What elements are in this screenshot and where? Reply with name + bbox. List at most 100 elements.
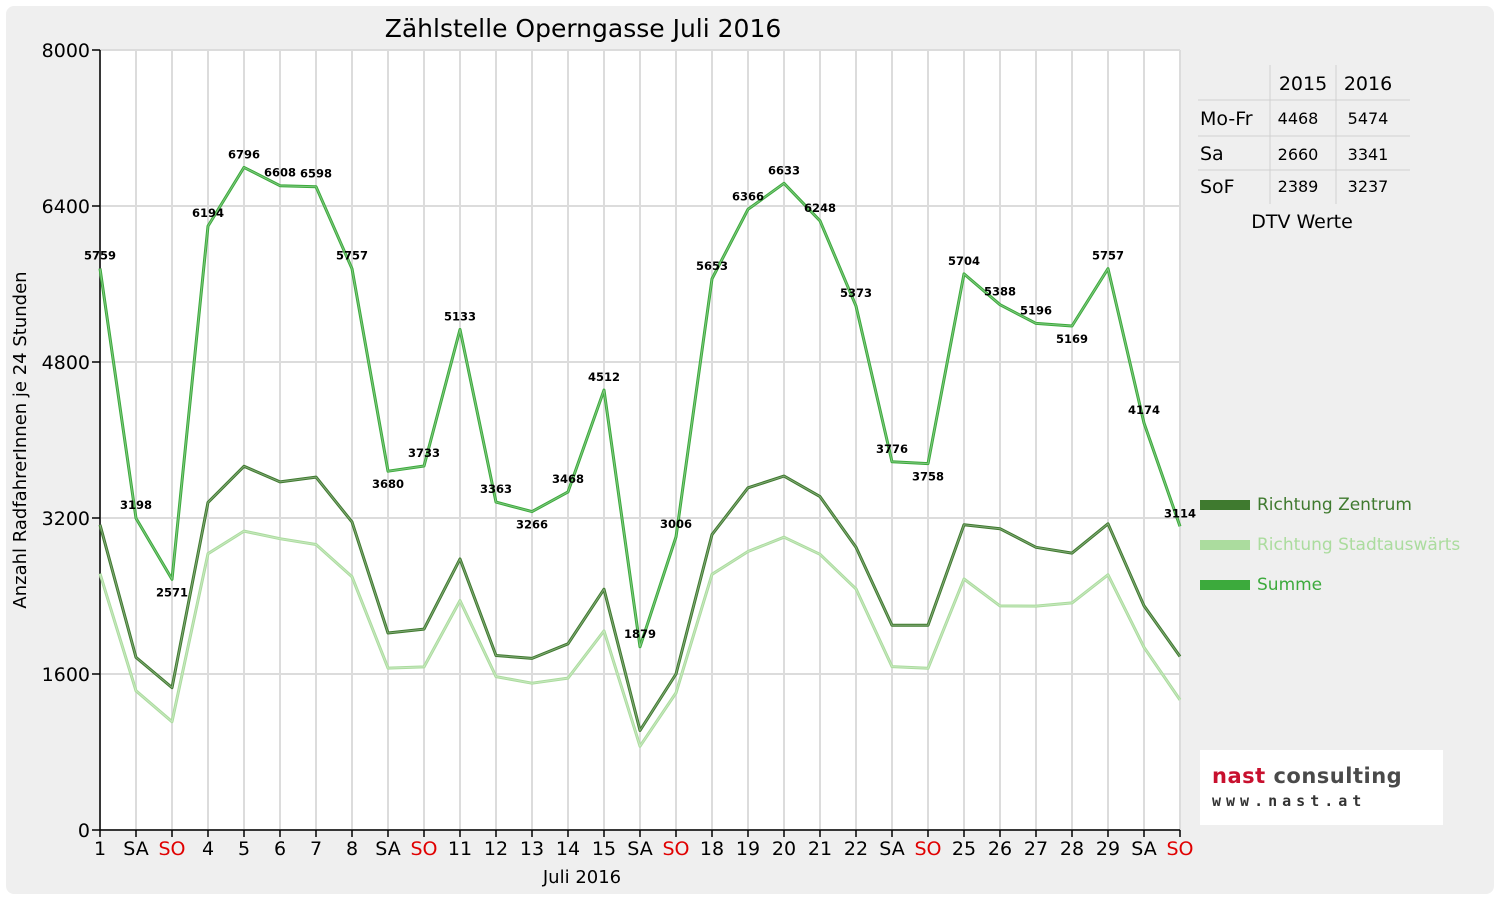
data-label: 6598 xyxy=(300,167,332,181)
axes-layer: 0 1600 3200 4800 6400 8000 1 SA SO 4 5 6 7 8 SA SO 11 12 1… xyxy=(42,40,1194,860)
x-tick-label: 13 xyxy=(520,838,544,860)
x-tick-label: 15 xyxy=(592,838,616,860)
data-label: 6248 xyxy=(804,201,836,215)
nast-consulting-logo: nast consulting www.nast.at xyxy=(1200,750,1443,825)
y-tick-label: 6400 xyxy=(42,196,90,218)
dtv-cell: 5474 xyxy=(1348,109,1389,128)
data-label: 4174 xyxy=(1128,403,1160,417)
x-tick-label: 21 xyxy=(808,838,832,860)
legend-label-zentrum: Richtung Zentrum xyxy=(1257,495,1412,515)
y-tick-label: 8000 xyxy=(42,40,90,62)
data-label: 5759 xyxy=(84,248,116,262)
data-label: 3266 xyxy=(516,518,548,532)
y-tick-label: 1600 xyxy=(42,664,90,686)
x-tick-label: SA xyxy=(375,838,400,860)
data-label: 3680 xyxy=(372,477,404,491)
data-label: 3363 xyxy=(480,482,512,496)
data-label: 4512 xyxy=(588,370,620,384)
x-tick-label: 7 xyxy=(310,838,322,860)
x-tick-label: 26 xyxy=(988,838,1012,860)
series-layer xyxy=(98,165,1182,748)
y-tick-label: 0 xyxy=(78,820,90,842)
logo-wordmark: nast consulting xyxy=(1212,764,1402,788)
data-label: 5757 xyxy=(1092,249,1124,263)
x-tick-label: 8 xyxy=(346,838,358,860)
x-tick-label: 19 xyxy=(736,838,760,860)
data-label: 6366 xyxy=(732,189,764,203)
series-line-highlight xyxy=(99,465,1181,731)
dtv-row-label: Mo-Fr xyxy=(1200,108,1253,130)
dtv-cell: 4468 xyxy=(1278,109,1319,128)
y-tick-label: 3200 xyxy=(42,508,90,530)
data-label: 3114 xyxy=(1164,506,1196,520)
x-tick-label: 14 xyxy=(556,838,580,860)
data-label: 3006 xyxy=(660,517,692,531)
data-label: 5133 xyxy=(444,310,476,324)
legend-swatch-summe xyxy=(1200,580,1250,590)
data-label: 3776 xyxy=(876,442,908,456)
x-tick-label: 4 xyxy=(202,838,214,860)
x-tick-label: 22 xyxy=(844,838,868,860)
data-label: 2571 xyxy=(156,585,188,599)
x-tick-label: 27 xyxy=(1024,838,1048,860)
data-label: 5196 xyxy=(1020,303,1052,317)
x-tick-label: 11 xyxy=(448,838,472,860)
x-tick-label: SA xyxy=(123,838,148,860)
legend-label-stadtauswaerts: Richtung Stadtauswärts xyxy=(1257,535,1460,555)
x-tick-label: SO xyxy=(410,838,437,860)
data-label: 6194 xyxy=(192,206,224,220)
series-line-2 xyxy=(98,165,1182,649)
data-label: 5373 xyxy=(840,286,872,300)
dtv-table: 2015 2016 Mo-Fr 4468 5474 Sa 2660 3341 S… xyxy=(1198,65,1410,233)
data-label: 3733 xyxy=(408,446,440,460)
x-tick-label: SA xyxy=(627,838,652,860)
data-label: 3468 xyxy=(552,472,584,486)
logo-wordmark-part2: consulting xyxy=(1265,764,1403,788)
x-axis-label: Juli 2016 xyxy=(542,867,621,888)
data-label: 1879 xyxy=(624,627,656,641)
x-tick-label: 29 xyxy=(1096,838,1120,860)
dtv-header-2015: 2015 xyxy=(1279,73,1327,95)
x-tick-label: SO xyxy=(1166,838,1193,860)
x-tick-label: SA xyxy=(879,838,904,860)
data-label-layer: 5759 3198 2571 6194 6796 6608 6598 5757 3680 3733… xyxy=(84,147,1196,640)
x-tick-label: 20 xyxy=(772,838,796,860)
x-tick-label: SA xyxy=(1131,838,1156,860)
x-tick-label: SO xyxy=(662,838,689,860)
data-label: 3198 xyxy=(120,498,152,512)
chart-title: Zählstelle Operngasse Juli 2016 xyxy=(385,14,782,43)
dtv-cell: 3237 xyxy=(1348,177,1389,196)
series-line-0 xyxy=(98,464,1182,732)
series-line-1 xyxy=(98,529,1182,748)
dtv-header-2016: 2016 xyxy=(1344,73,1392,95)
series-line-highlight xyxy=(99,530,1181,747)
logo-wordmark-part1: nast xyxy=(1212,764,1266,788)
logo-url: www.nast.at xyxy=(1212,792,1367,810)
data-label: 5653 xyxy=(696,259,728,273)
x-tick-label: 6 xyxy=(274,838,286,860)
data-label: 6608 xyxy=(264,166,296,180)
y-axis-label: Anzahl RadfahrerInnen je 24 Stunden xyxy=(10,271,31,608)
legend-swatch-stadtauswaerts xyxy=(1200,540,1250,550)
x-tick-label: SO xyxy=(158,838,185,860)
x-tick-label: 5 xyxy=(238,838,250,860)
data-label: 5169 xyxy=(1056,332,1088,346)
data-label: 5757 xyxy=(336,249,368,263)
x-tick-label: SO xyxy=(914,838,941,860)
dtv-row-label: Sa xyxy=(1200,143,1224,165)
x-tick-label: 1 xyxy=(94,838,106,860)
y-tick-label: 4800 xyxy=(42,352,90,374)
data-label: 6633 xyxy=(768,163,800,177)
series-line-highlight xyxy=(99,166,1181,648)
legend-swatch-zentrum xyxy=(1200,500,1250,510)
dtv-caption: DTV Werte xyxy=(1251,211,1353,233)
legend: Richtung Zentrum Richtung Stadtauswärts … xyxy=(1200,495,1460,595)
dtv-cell: 2389 xyxy=(1278,177,1319,196)
data-label: 5704 xyxy=(948,254,980,268)
grid-layer xyxy=(99,49,1181,831)
x-tick-label: 18 xyxy=(700,838,724,860)
dtv-cell: 2660 xyxy=(1278,145,1319,164)
legend-label-summe: Summe xyxy=(1257,575,1322,595)
data-label: 5388 xyxy=(984,285,1016,299)
